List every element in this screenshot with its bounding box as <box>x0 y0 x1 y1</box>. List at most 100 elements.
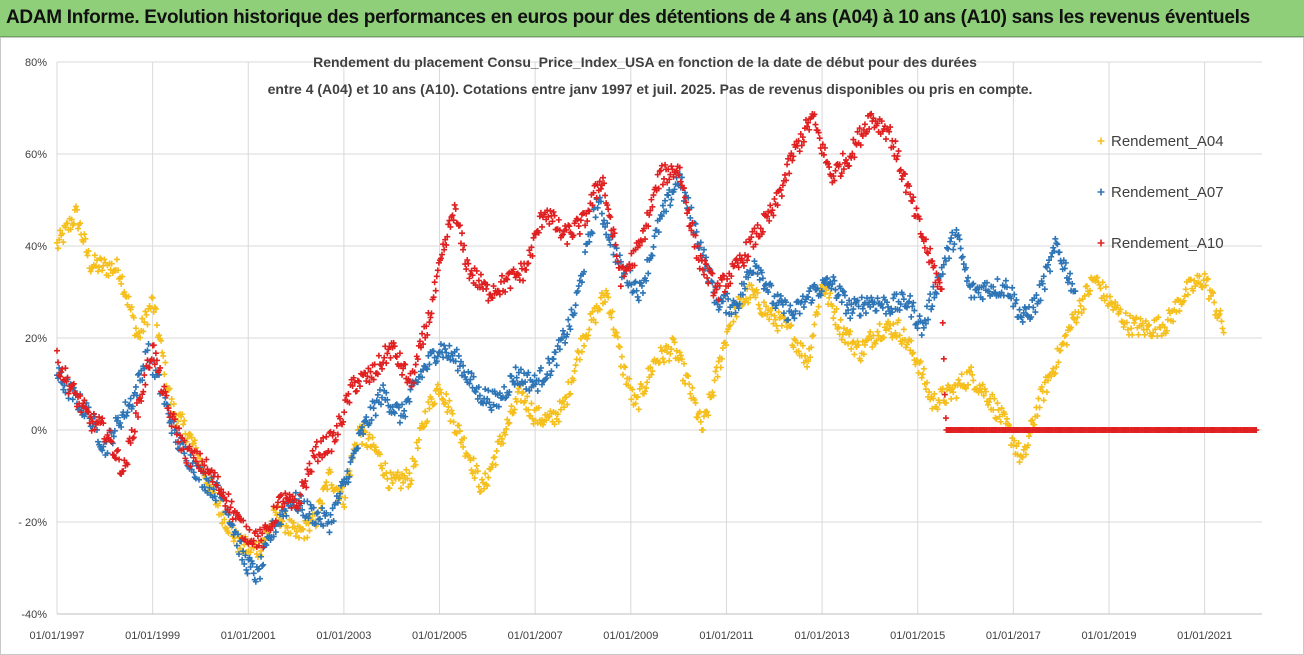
series-point <box>838 170 845 177</box>
series-point <box>189 440 196 447</box>
series-point <box>897 301 904 308</box>
series-point <box>796 148 803 155</box>
series-point <box>731 262 738 269</box>
series-point <box>334 431 341 438</box>
series-point <box>96 414 103 421</box>
series-point <box>282 490 289 497</box>
series-point <box>57 373 64 380</box>
series-point <box>96 264 103 271</box>
series-point <box>851 295 858 302</box>
series-point <box>969 371 976 378</box>
series-point <box>616 252 623 259</box>
series-point <box>597 294 604 301</box>
series-point <box>956 236 963 243</box>
series-point <box>556 227 563 234</box>
series-point <box>777 187 784 194</box>
series-point <box>879 304 886 311</box>
series-point <box>1020 309 1027 316</box>
series-point <box>233 542 240 549</box>
series-point <box>892 138 899 145</box>
series-point <box>187 463 194 470</box>
series-point <box>1120 323 1127 330</box>
series-point <box>601 292 608 299</box>
series-point <box>574 216 581 223</box>
series-point <box>820 279 827 286</box>
series-point <box>855 303 862 310</box>
series-point <box>888 331 895 338</box>
series-point <box>846 162 853 169</box>
series-point <box>282 529 289 536</box>
series-point <box>1077 302 1084 309</box>
series-point <box>340 418 347 425</box>
series-point <box>643 277 650 284</box>
series-point <box>270 533 277 540</box>
series-point <box>1053 240 1060 247</box>
series-point <box>1034 412 1041 419</box>
series-point <box>665 192 672 199</box>
series-point <box>57 227 64 234</box>
series-point <box>372 444 379 451</box>
series-point <box>190 440 197 447</box>
series-point <box>626 261 633 268</box>
series-point <box>130 434 137 441</box>
series-point <box>133 399 140 406</box>
series-point <box>1131 319 1138 326</box>
series-point <box>953 226 960 233</box>
series-point <box>826 164 833 171</box>
series-point <box>303 484 310 491</box>
series-point <box>441 400 448 407</box>
series-point <box>790 153 797 160</box>
series-point <box>602 192 609 199</box>
series-point <box>426 405 433 412</box>
series-point <box>609 308 616 315</box>
series-point <box>907 292 914 299</box>
series-point <box>866 125 873 132</box>
series-point <box>471 475 478 482</box>
series-point <box>716 303 723 310</box>
series-point <box>1019 454 1026 461</box>
series-point <box>857 357 864 364</box>
series-point <box>827 290 834 297</box>
series-point <box>171 416 178 423</box>
series-point <box>400 365 407 372</box>
series-point <box>427 314 434 321</box>
series-point <box>545 213 552 220</box>
series-point <box>1036 404 1043 411</box>
series-point <box>460 362 467 369</box>
series-point <box>1039 280 1046 287</box>
series-point <box>287 530 294 537</box>
series-point <box>642 236 649 243</box>
series-point <box>1161 324 1168 331</box>
series-point <box>342 480 349 487</box>
series-point <box>685 206 692 213</box>
series-point <box>565 222 572 229</box>
series-point <box>395 475 402 482</box>
series-point <box>389 479 396 486</box>
series-point <box>547 372 554 379</box>
series-point <box>712 368 719 375</box>
series-point <box>1056 249 1063 256</box>
series-point <box>734 259 741 266</box>
series-point <box>477 271 484 278</box>
series-point <box>658 348 665 355</box>
series-point <box>525 260 532 267</box>
series-point <box>800 138 807 145</box>
series-point <box>837 173 844 180</box>
series-point <box>323 479 330 486</box>
series-point <box>986 288 993 295</box>
series-point <box>997 418 1004 425</box>
series-point <box>567 326 574 333</box>
x-tick-label: 01/01/1999 <box>125 630 180 642</box>
series-point <box>161 371 168 378</box>
series-point <box>422 408 429 415</box>
series-point <box>147 305 154 312</box>
series-point <box>715 358 722 365</box>
series-point <box>121 289 128 296</box>
series-point <box>322 482 329 489</box>
series-point <box>463 266 470 273</box>
series-point <box>752 294 759 301</box>
series-point <box>274 499 281 506</box>
series-point <box>108 438 115 445</box>
series-point <box>1188 276 1195 283</box>
series-point <box>564 240 571 247</box>
